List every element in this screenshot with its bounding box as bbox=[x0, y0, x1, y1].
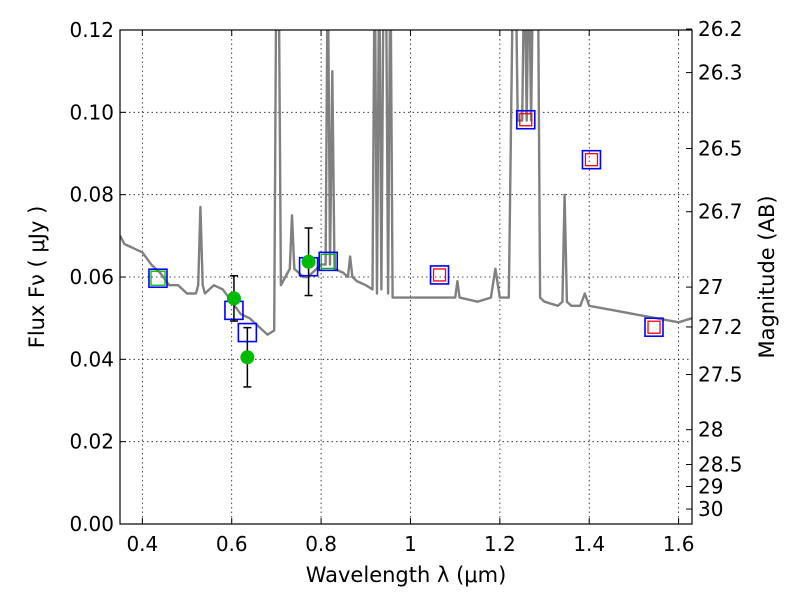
y2-tick-label: 27.5 bbox=[698, 363, 743, 387]
y-tick-label: 0.04 bbox=[69, 347, 114, 371]
y-tick-label: 0.02 bbox=[69, 430, 114, 454]
green-point-marker bbox=[301, 254, 316, 269]
red-square-marker bbox=[519, 113, 533, 127]
y2-tick-label: 26.2 bbox=[698, 17, 743, 41]
y-axis-label: Flux Fν ( μJy ) bbox=[25, 206, 49, 349]
x-tick-label: 0.6 bbox=[216, 532, 248, 556]
y2-tick-label: 27.2 bbox=[698, 315, 743, 339]
y2-tick-label: 30 bbox=[698, 497, 723, 521]
y2-tick-label: 29 bbox=[698, 474, 723, 498]
x-axis-label: Wavelength λ (μm) bbox=[306, 563, 507, 587]
x-tick-label: 1.4 bbox=[573, 532, 605, 556]
spectrum-line bbox=[120, 30, 692, 336]
y2-tick-label: 26.7 bbox=[698, 200, 743, 224]
y2-tick-label: 27 bbox=[698, 275, 723, 299]
x-tick-label: 1.2 bbox=[484, 532, 516, 556]
ticks bbox=[120, 28, 692, 525]
y2-tick-label: 28 bbox=[698, 418, 723, 442]
y-tick-label: 0.12 bbox=[69, 18, 114, 42]
blue-square-marker bbox=[581, 149, 602, 170]
plot-area bbox=[120, 30, 692, 388]
y2-tick-label: 26.5 bbox=[698, 137, 743, 161]
x-tick-label: 0.4 bbox=[126, 532, 158, 556]
green-point-marker bbox=[226, 291, 241, 306]
blue-square-marker bbox=[429, 265, 450, 285]
y-tick-label: 0.10 bbox=[69, 100, 114, 124]
green-square-marker bbox=[150, 270, 166, 286]
blue-square-marker bbox=[644, 317, 664, 338]
red-square-marker bbox=[432, 268, 447, 282]
red-square-marker bbox=[584, 153, 599, 167]
y2-tick-label: 28.5 bbox=[698, 452, 743, 476]
y2-tick-label: 26.3 bbox=[698, 61, 743, 85]
blue-square-marker bbox=[148, 268, 168, 289]
blue-square-marker bbox=[318, 251, 339, 272]
blue-square-marker bbox=[515, 109, 536, 130]
y-tick-label: 0.08 bbox=[69, 183, 114, 207]
red-square-marker bbox=[647, 320, 661, 334]
tick-labels: 0.4 0.6 0.8 1 1.2 1.4 1.6 0.00 0.02 0.04 0.06 0.08 0… bbox=[69, 17, 742, 556]
x-tick-label: 1 bbox=[404, 532, 417, 556]
x-tick-label: 1.6 bbox=[663, 532, 695, 556]
green-square-marker bbox=[320, 253, 336, 270]
y-tick-label: 0.00 bbox=[69, 512, 114, 536]
y2-axis-label: Magnitude (AB) bbox=[755, 195, 779, 358]
x-tick-label: 0.8 bbox=[305, 532, 337, 556]
green-point-marker bbox=[240, 350, 255, 365]
y-tick-label: 0.06 bbox=[69, 265, 114, 289]
markers bbox=[148, 109, 664, 388]
